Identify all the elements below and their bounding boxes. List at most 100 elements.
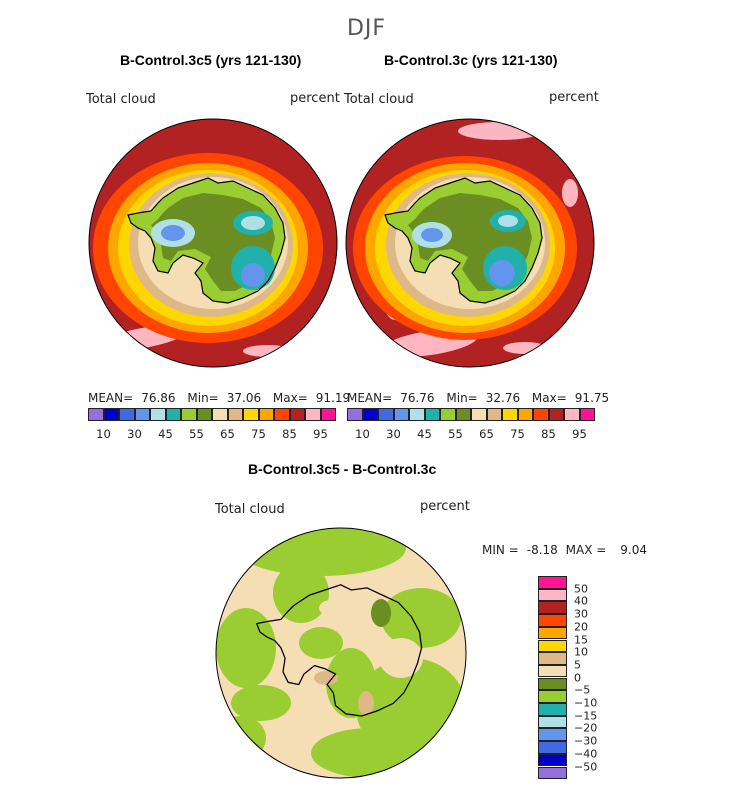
diff-colorbar-label: −5 — [574, 683, 591, 697]
diff-colorbar-label: 15 — [574, 633, 588, 646]
diff-colorbar-swatch — [538, 728, 567, 741]
panel1-mean: 76.86 — [141, 391, 176, 405]
panel1-colorbar-swatch — [227, 408, 243, 421]
diff-min-label: MIN = — [482, 543, 519, 557]
diff-colorbar-swatch — [538, 677, 567, 691]
diff-colorbar-swatch — [538, 753, 567, 767]
panel2-colorbar-tick: 95 — [572, 427, 587, 441]
panel2-colorbar-swatch — [517, 408, 533, 421]
panel2-colorbar-swatch — [471, 408, 487, 421]
diff-colorbar-label: 5 — [574, 658, 581, 672]
panel2-stats: MEAN= 76.76 Min= 32.76 Max= 91.75 — [347, 391, 617, 405]
panel1-max: 91.19 — [315, 391, 351, 405]
panel1-colorbar-swatch — [320, 408, 336, 421]
panel1-stats: MEAN= 76.86 Min= 37.06 Max= 91.19 — [88, 391, 358, 405]
panel1-colorbar-swatch — [274, 408, 290, 421]
panel1-colorbar-swatch — [181, 408, 197, 421]
panel1-units-label: percent — [290, 91, 340, 106]
panel1-colorbar-swatch — [119, 408, 135, 421]
diff-colorbar-swatch — [538, 664, 567, 678]
diff-colorbar-label: 20 — [574, 620, 588, 634]
panel2-colorbar-swatch — [548, 408, 564, 421]
panel1-colorbar-swatch — [243, 408, 259, 421]
panel2-colorbar-tick: 85 — [541, 427, 556, 441]
diff-colorbar-swatch — [538, 626, 567, 640]
season-title: DJF — [346, 16, 387, 41]
panel2-colorbar-swatch — [393, 408, 409, 421]
panel2-colorbar-tick: 30 — [386, 427, 401, 441]
panel1-map — [88, 118, 338, 368]
panel1-variable-label: Total cloud — [86, 92, 156, 107]
panel2-colorbar-ticks: 10 30 45 55 65 75 85 95 — [347, 427, 597, 441]
panel2-colorbar-tick: 75 — [510, 427, 525, 441]
panel2-colorbar-swatch — [440, 408, 456, 421]
diff-colorbar-label: 40 — [574, 594, 588, 608]
panel1-colorbar-swatch — [165, 408, 181, 421]
panel1-colorbar-swatch — [103, 408, 119, 421]
panel2-colorbar — [347, 408, 595, 421]
panel2-colorbar-swatch — [564, 408, 580, 421]
diff-colorbar-label: 50 — [574, 582, 588, 596]
panel2-colorbar-swatch — [533, 408, 549, 421]
diff-colorbar — [538, 576, 567, 780]
panel2-colorbar-swatch — [347, 408, 363, 421]
panel1-colorbar-tick: 65 — [220, 427, 235, 441]
panel1-colorbar-swatch — [212, 408, 228, 421]
diff-colorbar-swatch — [538, 766, 567, 779]
diff-max: 9.04 — [620, 543, 648, 557]
diff-colorbar-swatch — [538, 601, 567, 614]
diff-colorbar-labels: 50 40 30 20 15 10 5 0 −5 −10 −15 −20 −30 −40 −50 — [574, 576, 614, 780]
panel2-colorbar-tick: 45 — [417, 427, 432, 441]
diff-max-label: MAX = — [565, 543, 607, 557]
diff-colorbar-label: −20 — [574, 721, 598, 735]
panel1-colorbar-tick: 55 — [189, 427, 204, 441]
panel1-colorbar-swatch — [305, 408, 321, 421]
panel2-colorbar-tick: 65 — [479, 427, 494, 441]
panel2-units-label: percent — [549, 90, 599, 105]
panel1-colorbar-tick: 75 — [251, 427, 266, 441]
panel1-min: 37.06 — [226, 391, 262, 405]
panel2-max: 91.75 — [574, 391, 610, 405]
panel1-colorbar-swatch — [88, 408, 104, 421]
diff-stats: MIN = -8.18 MAX = 9.04 — [482, 543, 655, 557]
panel1-colorbar-tick: 95 — [313, 427, 328, 441]
diff-colorbar-label: −30 — [574, 734, 598, 748]
diff-colorbar-swatch — [538, 576, 567, 589]
diff-units-label: percent — [420, 499, 470, 514]
diff-colorbar-label: −50 — [574, 760, 598, 773]
panel2-variable-label: Total cloud — [344, 92, 414, 107]
panel2-colorbar-swatch — [455, 408, 471, 421]
panel2-min: 32.76 — [485, 391, 521, 405]
panel1-colorbar-tick: 30 — [127, 427, 142, 441]
panel2-colorbar-swatch — [378, 408, 394, 421]
diff-colorbar-label: 30 — [574, 607, 588, 621]
diff-variable-label: Total cloud — [215, 502, 285, 517]
panel2-colorbar-swatch — [486, 408, 502, 421]
panel1-colorbar-tick: 10 — [96, 427, 111, 441]
panel1-colorbar-swatch — [289, 408, 305, 421]
diff-colorbar-swatch — [538, 614, 567, 627]
panel1-mean-label: MEAN= — [88, 391, 134, 405]
panel1-colorbar-ticks: 10 30 45 55 65 75 85 95 — [88, 427, 338, 441]
panel1-colorbar-tick: 85 — [282, 427, 297, 441]
diff-min: -8.18 — [526, 543, 558, 557]
panel2-map — [345, 118, 595, 368]
diff-colorbar-label: 10 — [574, 645, 588, 659]
panel2-colorbar-tick: 55 — [448, 427, 463, 441]
diff-colorbar-swatch — [538, 741, 567, 754]
panel1-colorbar — [88, 408, 336, 421]
diff-colorbar-swatch — [538, 715, 567, 729]
panel1-min-label: Min= — [187, 391, 219, 405]
diff-colorbar-swatch — [538, 588, 567, 602]
panel2-colorbar-swatch — [362, 408, 378, 421]
diff-colorbar-swatch — [538, 690, 567, 703]
diff-colorbar-swatch — [538, 652, 567, 665]
panel1-colorbar-swatch — [196, 408, 212, 421]
panel2-mean: 76.76 — [400, 391, 435, 405]
panel2-colorbar-swatch — [409, 408, 425, 421]
panel1-colorbar-swatch — [258, 408, 274, 421]
diff-colorbar-label: −40 — [574, 747, 598, 761]
diff-colorbar-label: 0 — [574, 671, 581, 685]
diff-colorbar-label: −10 — [574, 696, 598, 710]
panel2-min-label: Min= — [446, 391, 478, 405]
